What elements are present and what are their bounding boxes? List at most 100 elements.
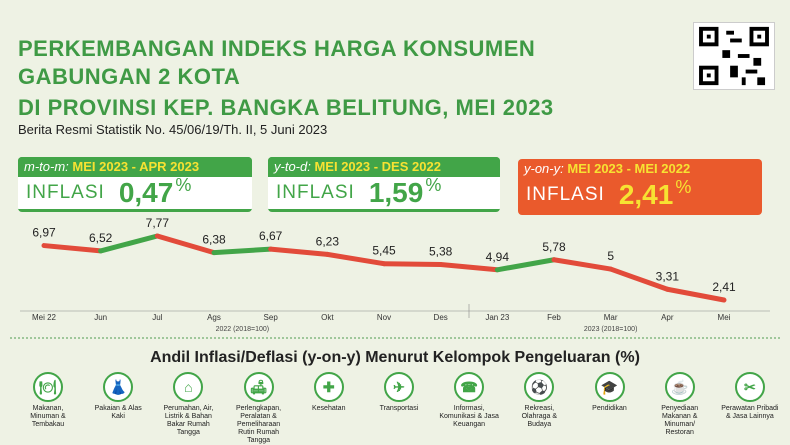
expenditure-group-label: Pendidikan: [592, 405, 627, 412]
clothing-icon: 👗: [103, 372, 134, 402]
data-label: 5,38: [429, 245, 453, 259]
title-line-3: DI PROVINSI KEP. BANGKA BELITUNG, MEI 20…: [18, 95, 554, 120]
line-segment: [664, 286, 727, 303]
section-divider: [10, 337, 780, 339]
line-segment: [324, 251, 387, 267]
inflation-line-chart: 6,97 Mei 22 6,52 Jun 7,77 Jul 6,38 Ags 6,67 Sep 6,…: [20, 218, 770, 333]
food-icon: 🍽: [33, 372, 63, 402]
data-label: 3,31: [656, 269, 680, 283]
x-tick-label: Ags: [207, 313, 221, 322]
expenditure-group: ⌂ Perumahan, Air, Listrik & Bahan Bakar R…: [158, 372, 218, 445]
title-line-2: GABUNGAN 2 KOTA: [18, 64, 241, 89]
x-tick-label: Mar: [604, 313, 618, 322]
box-unit: %: [675, 176, 692, 197]
line-segment: [211, 246, 274, 256]
line-segment: [551, 257, 614, 272]
line-segment: [381, 261, 444, 268]
line-segment: [268, 246, 330, 257]
furniture-icon: 🛋: [243, 372, 274, 402]
x-tick-label: Mei: [718, 313, 731, 322]
box-value: 1,59: [368, 177, 424, 208]
x-tick-label: Okt: [321, 313, 334, 322]
expenditure-group-label: Kesehatan: [312, 405, 346, 412]
ytd-inflation-box: y-to-d: MEI 2023 - DES 2022 INFLASI 1,59…: [268, 157, 500, 212]
expenditure-group: 👗 Pakaian & Alas Kaki: [88, 372, 148, 445]
year-base-label: 2023 (2018=100): [584, 326, 638, 333]
title-line-1: PERKEMBANGAN INDEKS HARGA KONSUMEN: [18, 36, 536, 61]
transport-icon: ✈: [383, 372, 414, 402]
box-period: MEI 2023 - APR 2023: [72, 159, 200, 174]
line-segment: [41, 243, 104, 254]
expenditure-group: 🛋 Perlengkapan, Peralatan & Pemeliharaan …: [229, 372, 289, 445]
line-segment: [98, 233, 160, 254]
expenditure-group-label: Makanan, Minuman & Tembakau: [30, 405, 66, 428]
x-tick-label: Nov: [377, 313, 391, 322]
expenditure-group: ✈ Transportasi: [369, 372, 429, 445]
expenditure-group: ✂ Perawatan Pribadi & Jasa Lainnya: [720, 372, 780, 445]
education-icon: 🎓: [594, 372, 625, 402]
x-tick-label: Apr: [661, 313, 674, 322]
expenditure-group-label: Informasi, Komunikasi & Jasa Keuangan: [439, 405, 499, 428]
x-tick-label: Jun: [94, 313, 107, 322]
data-label: 5: [607, 249, 614, 263]
data-label: 5,78: [542, 240, 566, 254]
recreation-icon: ⚽: [524, 372, 555, 402]
expenditure-group: ⚽ Rekreasi, Olahraga & Budaya: [509, 372, 569, 445]
health-icon: ✚: [313, 372, 344, 402]
box-label: INFLASI: [276, 182, 355, 203]
box-period: MEI 2023 - MEI 2022: [567, 161, 691, 176]
box-period: MEI 2023 - DES 2022: [314, 159, 441, 174]
qr-code: [693, 22, 775, 90]
box-label: INFLASI: [26, 182, 105, 203]
expenditure-group-label: Transportasi: [379, 405, 419, 412]
box-unit: %: [175, 174, 192, 195]
personal-care-icon: ✂: [734, 372, 765, 402]
expenditure-groups: 🍽 Makanan, Minuman & Tembakau 👗 Pakaian & A…: [18, 372, 780, 445]
expenditure-group-label: Perumahan, Air, Listrik & Bahan Bakar Ru…: [163, 405, 214, 436]
expenditure-group-label: Perawatan Pribadi & Jasa Lainnya: [721, 405, 779, 420]
data-label: 6,23: [316, 234, 340, 248]
x-tick-label: Sep: [264, 313, 279, 322]
data-label: 7,77: [146, 218, 170, 230]
expenditure-group: ✚ Kesehatan: [299, 372, 359, 445]
phone-icon: ☎: [454, 372, 485, 402]
x-tick-label: Mei 22: [32, 313, 57, 322]
box-prefix: y-on-y:: [524, 161, 564, 176]
expenditure-group: ☕ Penyediaan Makanan & Minuman/ Restoran: [650, 372, 710, 445]
x-tick-label: Feb: [547, 313, 561, 322]
line-segment: [608, 266, 670, 292]
expenditure-group-label: Pakaian & Alas Kaki: [94, 405, 142, 420]
data-label: 5,45: [372, 244, 396, 258]
section-title: Andil Inflasi/Deflasi (y-on-y) Menurut K…: [150, 349, 640, 366]
box-prefix: y-to-d:: [274, 159, 311, 174]
x-tick-label: Jan 23: [485, 313, 510, 322]
year-base-label: 2022 (2018=100): [216, 326, 270, 333]
expenditure-group-label: Perlengkapan, Peralatan & Pemeliharaan R…: [235, 405, 282, 444]
box-unit: %: [425, 174, 442, 195]
x-tick-label: Jul: [152, 313, 162, 322]
data-label: 6,52: [89, 231, 113, 245]
data-label: 4,94: [486, 250, 510, 264]
expenditure-group: 🎓 Pendidikan: [580, 372, 640, 445]
x-tick-label: Des: [434, 313, 448, 322]
line-segment: [494, 257, 557, 273]
mtm-inflation-box: m-to-m: MEI 2023 - APR 2023 INFLASI 0,47…: [18, 157, 252, 212]
expenditure-group: ☎ Informasi, Komunikasi & Jasa Keuangan: [439, 372, 499, 445]
box-prefix: m-to-m:: [24, 159, 69, 174]
data-label: 6,97: [32, 226, 56, 240]
expenditure-group: 🍽 Makanan, Minuman & Tembakau: [18, 372, 78, 445]
data-label: 2,41: [712, 280, 736, 294]
expenditure-group-label: Penyediaan Makanan & Minuman/ Restoran: [661, 405, 699, 436]
data-label: 6,67: [259, 229, 283, 243]
line-segment: [154, 233, 217, 256]
subtitle: Berita Resmi Statistik No. 45/06/19/Th. …: [18, 122, 328, 137]
yoy-inflation-box: y-on-y: MEI 2023 - MEI 2022 INFLASI 2,41…: [518, 159, 762, 215]
box-label: INFLASI: [526, 184, 605, 205]
expenditure-group-label: Rekreasi, Olahraga & Budaya: [521, 405, 558, 428]
box-value: 0,47: [118, 177, 174, 208]
box-value: 2,41: [618, 179, 674, 210]
restaurant-icon: ☕: [664, 372, 695, 402]
line-segment: [438, 262, 500, 273]
data-label: 6,38: [202, 233, 226, 247]
house-icon: ⌂: [173, 372, 204, 402]
